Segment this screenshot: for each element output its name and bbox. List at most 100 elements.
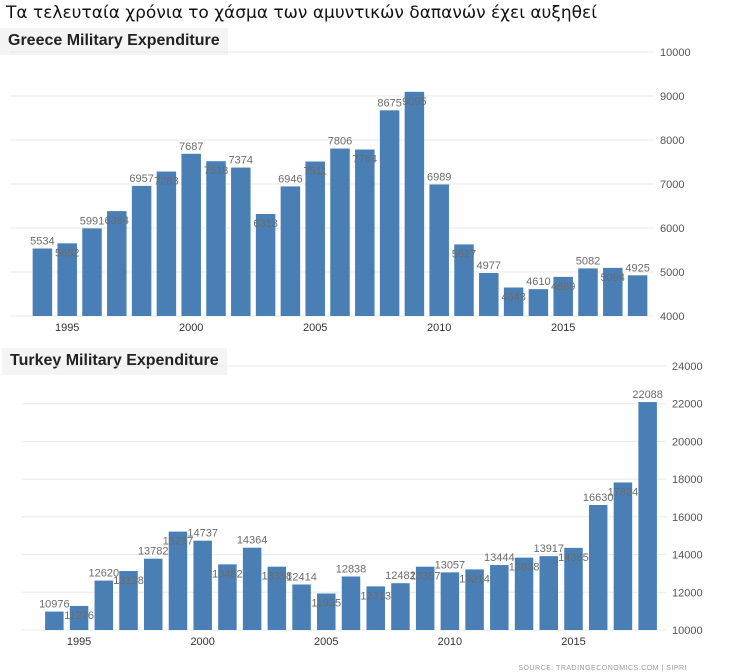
turkey-bar-2016 bbox=[588, 504, 608, 630]
greece-bar-2003 bbox=[255, 214, 276, 316]
headline: Τα τελευταία χρόνια το χάσμα των αμυντικ… bbox=[6, 3, 597, 23]
greece-xtick-label: 2010 bbox=[427, 322, 451, 334]
turkey-data-label-2018: 22088 bbox=[632, 389, 663, 401]
turkey-bar-1995 bbox=[69, 605, 89, 630]
greece-data-label-1998: 6957 bbox=[129, 173, 153, 185]
greece-bar-2000 bbox=[181, 153, 201, 316]
greece-bar-2010 bbox=[429, 184, 449, 316]
greece-data-label-2012: 4977 bbox=[477, 260, 501, 272]
turkey-data-label-2007: 12313 bbox=[360, 590, 391, 602]
turkey-data-label-2013: 13838 bbox=[509, 562, 540, 574]
greece-bar-2016 bbox=[578, 268, 598, 316]
greece-bar-2004 bbox=[280, 186, 301, 316]
greece-bar-1999 bbox=[156, 171, 177, 316]
turkey-bar-1999 bbox=[168, 531, 188, 630]
turkey-data-label-2009: 13357 bbox=[410, 571, 441, 583]
greece-data-label-1995: 5652 bbox=[55, 247, 79, 259]
turkey-xtick-label: 2015 bbox=[561, 636, 585, 648]
turkey-data-label-2003: 13358 bbox=[262, 571, 293, 583]
turkey-bar-2011 bbox=[465, 569, 484, 630]
greece-bar-2006 bbox=[330, 148, 350, 316]
greece-ytick-label: 9000 bbox=[660, 91, 684, 103]
greece-data-label-2018: 4925 bbox=[625, 262, 649, 274]
turkey-ytick-label: 22000 bbox=[672, 399, 703, 411]
greece-ytick-label: 7000 bbox=[660, 179, 684, 191]
turkey-bar-2000 bbox=[193, 540, 212, 630]
greece-xtick-label: 2015 bbox=[551, 322, 575, 334]
turkey-xtick-label: 2010 bbox=[438, 636, 462, 648]
greece-xtick-label: 2005 bbox=[303, 322, 327, 334]
turkey-data-label-2016: 16630 bbox=[583, 492, 614, 504]
greece-data-label-2005: 7511 bbox=[303, 166, 327, 178]
greece-data-label-1997: 6384 bbox=[105, 215, 129, 227]
turkey-ytick-label: 20000 bbox=[672, 436, 703, 448]
turkey-data-label-1995: 11276 bbox=[64, 610, 94, 622]
turkey-data-label-2015: 14355 bbox=[558, 552, 589, 564]
greece-bar-1994 bbox=[32, 248, 53, 316]
turkey-xtick-label: 2000 bbox=[190, 636, 214, 648]
turkey-ytick-label: 16000 bbox=[672, 512, 703, 524]
turkey-data-label-2014: 13917 bbox=[533, 543, 564, 555]
greece-data-label-2016: 5082 bbox=[576, 255, 600, 267]
greece-data-label-2000: 7687 bbox=[179, 141, 203, 153]
greece-data-label-2004: 6946 bbox=[278, 173, 302, 185]
greece-bar-1997 bbox=[107, 211, 127, 316]
turkey-bar-2009 bbox=[415, 566, 435, 630]
greece-bar-2009 bbox=[404, 91, 425, 316]
turkey-bar-2015 bbox=[564, 547, 583, 630]
greece-data-label-1994: 5534 bbox=[30, 236, 54, 248]
turkey-bar-2018 bbox=[638, 402, 657, 630]
turkey-data-label-2010: 13057 bbox=[435, 559, 466, 571]
greece-bar-2007 bbox=[355, 149, 375, 316]
greece-data-label-2003: 6318 bbox=[253, 218, 277, 230]
turkey-bar-1996 bbox=[94, 580, 114, 630]
turkey-bar-2007 bbox=[366, 586, 385, 630]
greece-xtick-label: 1995 bbox=[55, 322, 79, 334]
greece-chart-panel: Greece Military Expenditure 4000 5000 6000… bbox=[0, 28, 735, 350]
turkey-data-label-2017: 17824 bbox=[608, 486, 639, 498]
greece-bar-2005 bbox=[305, 161, 325, 316]
turkey-data-label-2005: 11935 bbox=[311, 598, 341, 610]
turkey-chart-title: Turkey Military Expenditure bbox=[2, 348, 227, 375]
greece-data-label-1999: 7283 bbox=[154, 176, 178, 188]
turkey-data-label-1998: 13782 bbox=[138, 546, 169, 558]
turkey-data-label-2006: 12838 bbox=[336, 563, 367, 575]
turkey-bar-2006 bbox=[341, 576, 361, 630]
greece-bar-1998 bbox=[131, 185, 152, 316]
turkey-bar-2005 bbox=[317, 593, 336, 630]
turkey-bar-2008 bbox=[391, 583, 410, 630]
turkey-data-label-2012: 13444 bbox=[484, 552, 515, 564]
turkey-bar-2001 bbox=[218, 564, 237, 630]
turkey-data-label-1997: 13128 bbox=[113, 575, 144, 587]
turkey-bar-2002 bbox=[242, 547, 262, 630]
turkey-xtick-label: 2005 bbox=[314, 636, 338, 648]
turkey-bar-2004 bbox=[292, 584, 311, 630]
greece-ytick-label: 6000 bbox=[660, 223, 684, 235]
greece-bar-2017 bbox=[603, 267, 623, 316]
greece-chart-title: Greece Military Expenditure bbox=[0, 28, 228, 55]
turkey-bar-2003 bbox=[267, 566, 287, 630]
greece-data-label-2013: 4648 bbox=[501, 291, 525, 303]
turkey-xtick-label: 1995 bbox=[67, 636, 91, 648]
greece-bar-2012 bbox=[479, 273, 499, 316]
turkey-bar-2010 bbox=[440, 572, 460, 630]
turkey-bar-1994 bbox=[45, 611, 64, 630]
greece-data-label-2001: 7518 bbox=[204, 165, 228, 177]
greece-xtick-label: 2000 bbox=[179, 322, 203, 334]
greece-bar-2008 bbox=[379, 110, 400, 316]
greece-data-label-2014: 4610 bbox=[526, 276, 550, 288]
turkey-data-label-1996: 12620 bbox=[89, 568, 120, 580]
turkey-ytick-label: 10000 bbox=[672, 625, 703, 637]
turkey-data-label-2002: 14364 bbox=[237, 535, 268, 547]
greece-ytick-label: 8000 bbox=[660, 135, 684, 147]
greece-ytick-label: 4000 bbox=[660, 311, 684, 323]
turkey-data-label-1994: 10976 bbox=[39, 599, 70, 611]
greece-bar-2018 bbox=[627, 275, 648, 316]
greece-data-label-2008: 8675 bbox=[377, 97, 401, 109]
turkey-chart: 10000 12000 14000 16000 18000 20000 22000 24000… bbox=[22, 361, 703, 648]
greece-data-label-2007: 7784 bbox=[353, 154, 377, 166]
greece-data-label-2011: 5627 bbox=[452, 248, 476, 260]
turkey-ytick-label: 18000 bbox=[672, 474, 703, 486]
greece-ytick-label: 10000 bbox=[660, 47, 691, 59]
